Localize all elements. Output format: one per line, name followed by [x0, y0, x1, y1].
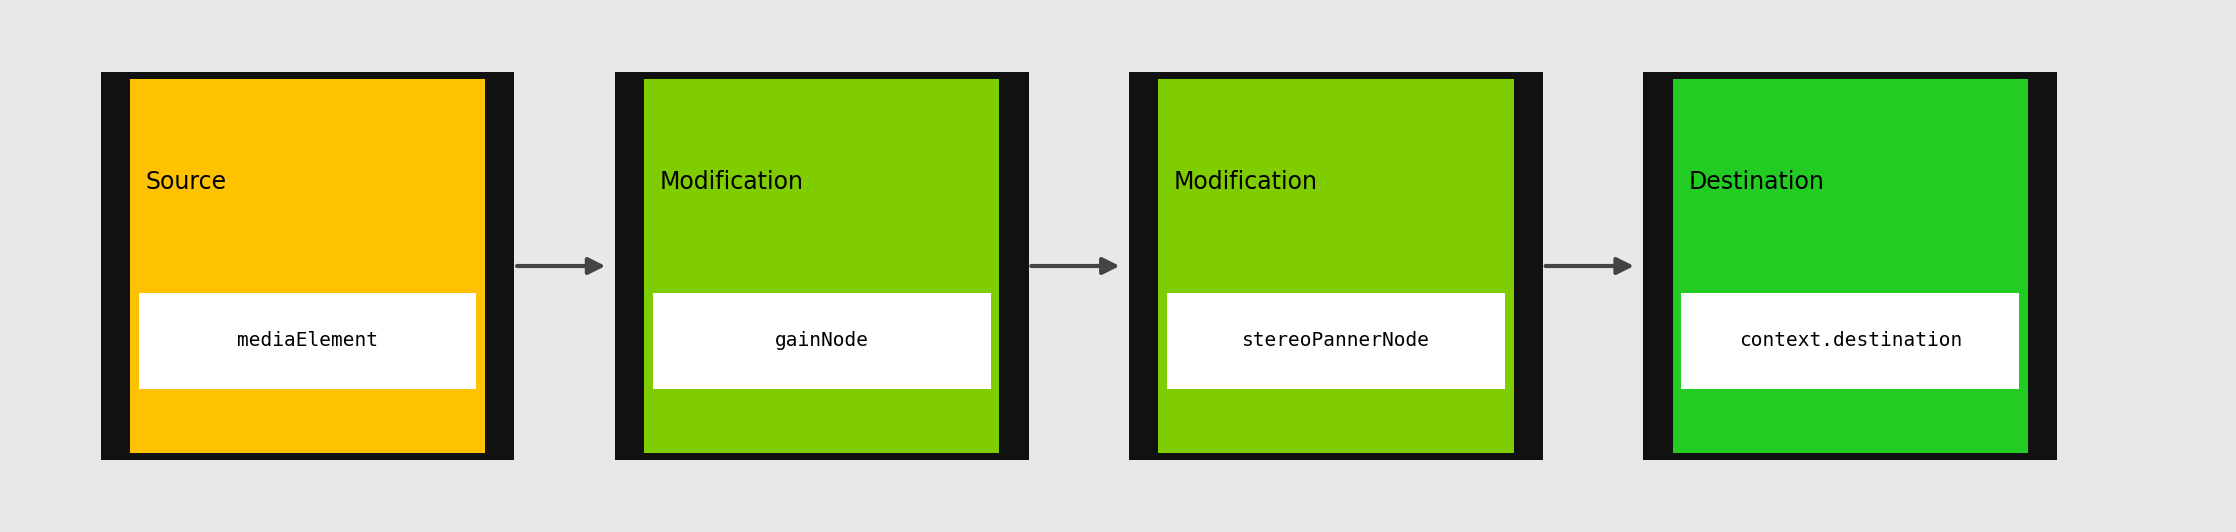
Text: Modification: Modification: [1174, 170, 1317, 194]
FancyBboxPatch shape: [1158, 79, 1514, 453]
FancyBboxPatch shape: [130, 79, 485, 453]
FancyBboxPatch shape: [1643, 72, 2057, 460]
FancyBboxPatch shape: [615, 72, 1029, 460]
FancyBboxPatch shape: [101, 72, 514, 460]
FancyBboxPatch shape: [653, 293, 991, 388]
Text: Source: Source: [145, 170, 226, 194]
Text: context.destination: context.destination: [1740, 331, 1961, 350]
Text: mediaElement: mediaElement: [237, 331, 378, 350]
Text: Modification: Modification: [660, 170, 803, 194]
FancyBboxPatch shape: [1167, 293, 1505, 388]
FancyBboxPatch shape: [1681, 293, 2019, 388]
FancyBboxPatch shape: [139, 293, 476, 388]
Text: Destination: Destination: [1688, 170, 1825, 194]
Text: gainNode: gainNode: [774, 331, 870, 350]
Text: stereoPannerNode: stereoPannerNode: [1241, 331, 1431, 350]
FancyBboxPatch shape: [644, 79, 999, 453]
FancyBboxPatch shape: [1129, 72, 1543, 460]
FancyBboxPatch shape: [1673, 79, 2028, 453]
